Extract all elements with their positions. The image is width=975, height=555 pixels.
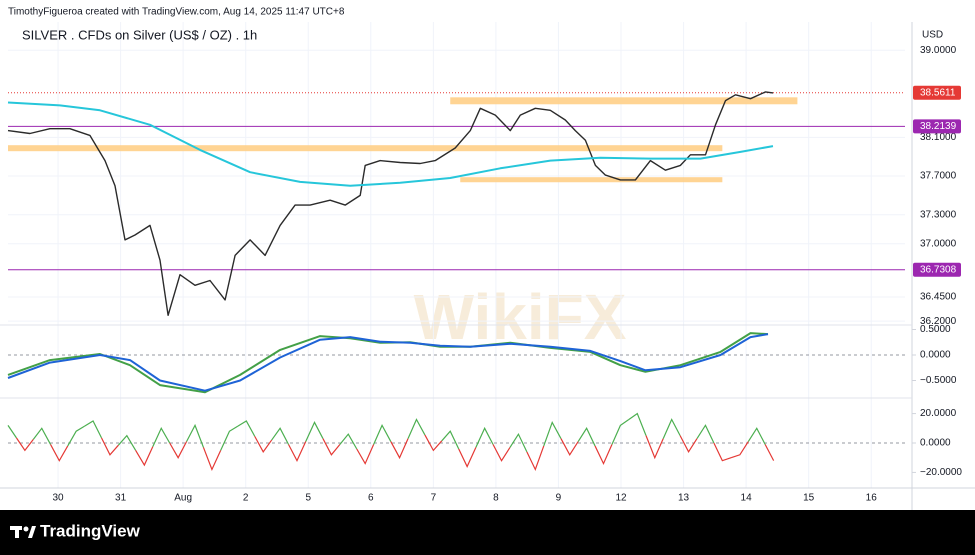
zone <box>8 145 723 152</box>
y-tick-label: −0.5000 <box>920 375 957 386</box>
oscillator-segment <box>169 441 188 459</box>
oscillator-segment <box>662 418 681 439</box>
x-tick-label: Aug <box>174 493 192 504</box>
y-tick-label: 38.1000 <box>920 132 957 143</box>
y-tick-label: 37.7000 <box>920 171 957 182</box>
oscillator-segment <box>424 434 443 452</box>
y-tick-label: 36.2000 <box>920 316 957 327</box>
oscillator-segment <box>526 445 545 472</box>
currency: USD <box>922 30 943 41</box>
oscillator-segment <box>577 427 596 447</box>
y-tick-label: 36.4500 <box>920 292 957 303</box>
x-tick-label: 2 <box>243 493 249 504</box>
level-label-bg <box>913 262 961 277</box>
oscillator-segment <box>696 424 715 444</box>
y-tick-label: 0.0000 <box>920 438 951 449</box>
y-tick-label: 37.0000 <box>920 238 957 249</box>
oscillator-segment <box>713 442 732 462</box>
oscillator-segment <box>492 444 511 462</box>
series-line <box>7 91 774 316</box>
oscillator-segment <box>7 425 17 439</box>
logo-shape <box>28 526 36 538</box>
oscillator-segment <box>237 420 256 437</box>
x-tick-label: 9 <box>556 493 562 504</box>
oscillator-segment <box>67 425 85 447</box>
oscillator-segment <box>441 430 460 450</box>
oscillator-segment <box>288 441 307 463</box>
x-tick-label: 8 <box>493 493 499 504</box>
oscillator-segment <box>50 444 69 462</box>
oscillator-segment <box>15 437 34 452</box>
oscillator-segment <box>407 418 426 439</box>
oscillator-segment <box>100 437 119 456</box>
oscillator-segment <box>32 427 52 445</box>
footer <box>0 510 975 555</box>
x-tick-label: 31 <box>115 493 127 504</box>
oscillator-segment <box>594 444 613 466</box>
y-tick-label: −20.0000 <box>920 467 962 478</box>
series-line <box>7 101 774 187</box>
oscillator-segment <box>628 412 647 436</box>
y-tick-label: 39.0000 <box>920 45 957 56</box>
oscillator-segment <box>339 433 358 450</box>
oscillator-segment <box>186 423 205 448</box>
oscillator-segment <box>764 444 775 461</box>
watermark: WikiFX <box>414 281 627 353</box>
oscillator-segment <box>390 438 409 460</box>
level-label: 38.2139 <box>920 121 957 132</box>
oscillator-segment <box>458 447 477 468</box>
oscillator-segment <box>645 435 664 460</box>
y-tick-label: 0.0000 <box>920 350 951 361</box>
level-label: 38.5611 <box>920 87 956 98</box>
zone <box>460 177 723 183</box>
chart-title: SILVER . CFDs on Silver (US$ / OZ) . 1h <box>22 27 257 42</box>
level-label-bg <box>913 85 961 100</box>
x-tick-label: 5 <box>305 493 311 504</box>
y-tick-label: 20.0000 <box>920 408 957 419</box>
x-tick-label: 16 <box>866 493 878 504</box>
oscillator-segment <box>152 426 171 447</box>
header-text: TimothyFigueroa created with TradingView… <box>8 7 345 18</box>
oscillator-segment <box>475 426 494 448</box>
zone <box>450 97 798 105</box>
logo-shape <box>15 526 19 538</box>
x-tick-label: 15 <box>803 493 815 504</box>
logo-shape <box>23 526 29 532</box>
x-tick-label: 12 <box>615 493 627 504</box>
series-line <box>7 333 769 392</box>
oscillator-segment <box>322 438 341 456</box>
oscillator-segment <box>117 434 137 451</box>
y-tick-label: 0.5000 <box>920 324 951 335</box>
oscillator-segment <box>747 427 766 445</box>
oscillator-segment <box>84 420 103 439</box>
x-tick-label: 6 <box>368 493 374 504</box>
oscillator-segment <box>202 447 222 472</box>
x-tick-label: 13 <box>678 493 690 504</box>
oscillator-segment <box>679 435 698 454</box>
oscillator-segment <box>254 436 273 453</box>
oscillator-segment <box>730 441 749 459</box>
x-tick-label: 7 <box>431 493 437 504</box>
oscillator-segment <box>560 438 579 456</box>
oscillator-segment <box>305 421 324 442</box>
oscillator-segment <box>271 427 290 445</box>
brand-name: TradingView <box>40 521 141 540</box>
x-tick-label: 30 <box>52 493 64 504</box>
y-tick-label: 37.3000 <box>920 209 957 220</box>
oscillator-segment <box>509 432 528 453</box>
oscillator-segment <box>356 444 375 465</box>
oscillator-segment <box>135 446 154 467</box>
level-label-bg <box>913 119 961 134</box>
oscillator-segment <box>373 423 392 445</box>
oscillator-segment <box>220 425 239 451</box>
x-tick-label: 14 <box>741 493 753 504</box>
oscillator-segment <box>543 420 562 447</box>
level-label: 36.7308 <box>920 264 957 275</box>
oscillator-segment <box>611 418 630 445</box>
brand-logo <box>10 526 36 538</box>
